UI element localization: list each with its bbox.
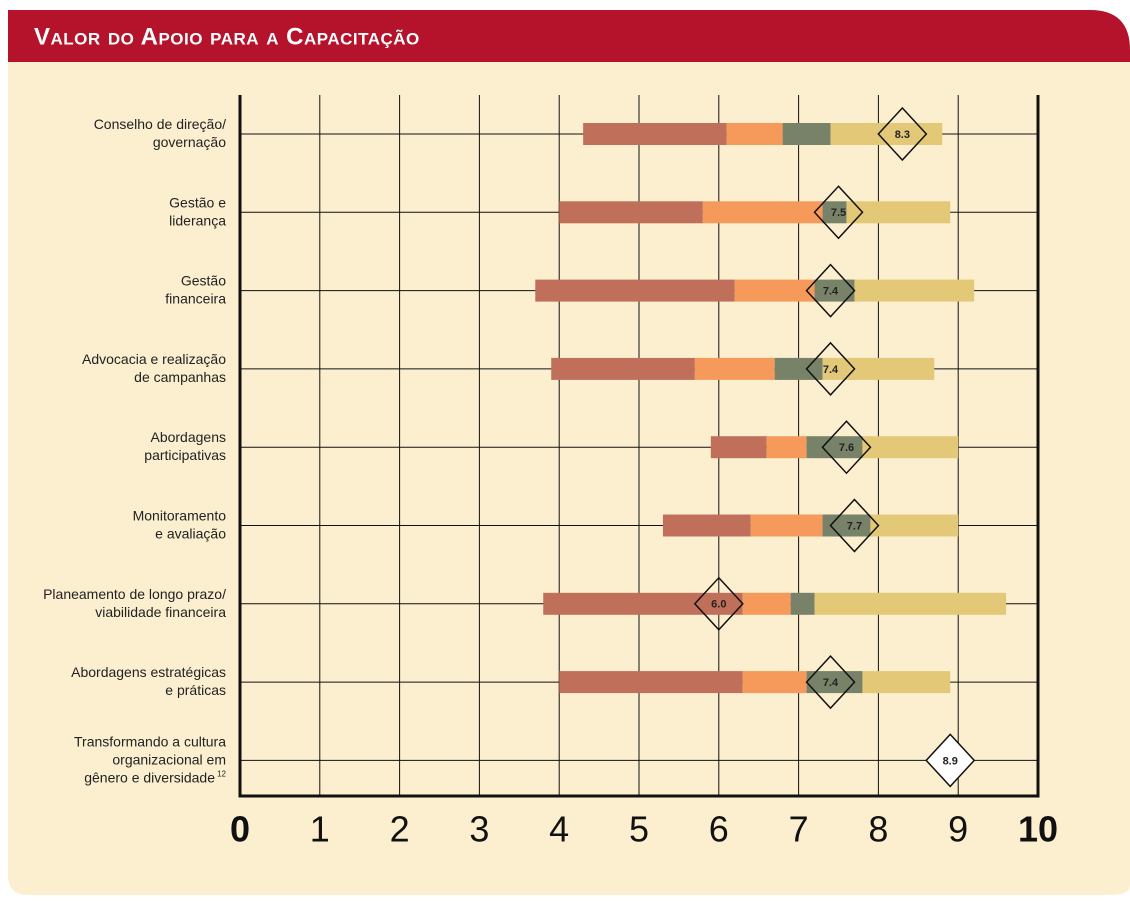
bar-segment [846, 201, 951, 224]
category-label: Transformando a cultura organizacional em… [74, 733, 226, 785]
mean-diamond [805, 263, 856, 318]
mean-label: 7.7 [847, 520, 862, 532]
bar-segment [822, 357, 935, 380]
category-label: Advocacia e realização de campanhas [82, 351, 226, 385]
category-label-line: e práticas [165, 682, 226, 698]
bar-segment [702, 201, 823, 224]
category-label: Abordagens estratégicas e práticas [71, 664, 226, 698]
bar-segment [862, 436, 959, 459]
bar-segment [822, 201, 847, 224]
category-label-line: Abordagens [150, 429, 226, 445]
mean-diamond [877, 106, 928, 162]
mean-label: 6.0 [711, 599, 726, 611]
mean-diamond [829, 498, 880, 553]
category-label: Planeamento de longo prazo/viabilidade f… [43, 586, 226, 620]
bar-segment [750, 514, 823, 537]
category-label-line: Planeamento de longo prazo/ [43, 586, 226, 602]
bar-segment [551, 357, 695, 380]
footnote-ref: 12 [217, 770, 226, 779]
mean-diamond [693, 576, 744, 631]
category-label-line: Monitoramento [133, 507, 227, 523]
bar-segment [814, 279, 855, 302]
mean-diamond [821, 420, 872, 475]
bar-segment [694, 357, 775, 380]
category-label: Monitoramento e avaliação [133, 507, 227, 541]
mean-label: 7.5 [831, 207, 846, 219]
bar-segment [782, 123, 831, 145]
category-label-line: Transformando a cultura [74, 733, 226, 749]
bar-segment [774, 357, 823, 380]
category-label-line: viabilidade financeira [95, 604, 226, 620]
bar-segment [830, 123, 943, 145]
bar-segment [583, 123, 727, 145]
bar-segment [726, 123, 783, 145]
category-label: Gestão e liderança [169, 194, 226, 228]
category-label: Conselho de direção/governação [94, 116, 227, 150]
mean-label: 8.3 [895, 129, 910, 141]
category-label-line: organizacional em [112, 751, 226, 767]
bar-segment [710, 436, 767, 459]
x-tick-label: 10 [1018, 809, 1058, 850]
category-label-line: governação [153, 134, 226, 150]
x-tick-label: 2 [390, 809, 410, 850]
bar-segment [870, 514, 959, 537]
category-label-line: Advocacia e realização [82, 351, 226, 367]
mean-label: 7.4 [823, 364, 839, 376]
x-tick-label: 3 [469, 809, 489, 850]
x-tick-label: 6 [709, 809, 729, 850]
mean-diamond [805, 654, 856, 710]
bar-segment [543, 592, 743, 615]
chart-title: Valor do Apoio para a Capacitação [34, 23, 420, 50]
category-label-line: Abordagens estratégicas [71, 664, 226, 680]
mean-label: 8.9 [943, 755, 958, 767]
mean-diamond [925, 733, 976, 788]
category-label-line: participativas [144, 447, 226, 463]
category-label-line: de campanhas [134, 369, 226, 385]
bar-segment [559, 671, 743, 694]
x-tick-label: 8 [868, 809, 888, 850]
category-label: Abordagens participativas [144, 429, 226, 463]
category-label-line: financeira [165, 290, 226, 306]
bar-segment [662, 514, 751, 537]
mean-label: 7.4 [823, 286, 839, 298]
category-label-line: Conselho de direção/ [94, 116, 226, 132]
x-tick-label: 4 [549, 809, 569, 850]
bar-segment [742, 671, 807, 694]
x-tick-label: 1 [310, 809, 330, 850]
bar-segment [559, 201, 703, 224]
bar-segment [742, 592, 791, 615]
bar-segment [862, 671, 951, 694]
bar-segment [806, 436, 863, 459]
category-label-line: Gestão e [169, 194, 226, 210]
bar-segment [822, 514, 871, 537]
mean-label: 7.4 [823, 677, 839, 689]
bar-segment [814, 592, 1007, 615]
bar-segment [535, 279, 735, 302]
category-label: Gestão financeira [165, 272, 226, 306]
mean-diamond [813, 185, 864, 240]
x-tick-label: 0 [230, 809, 250, 850]
category-label-line: Gestão [181, 272, 226, 288]
bar-segment [790, 592, 815, 615]
bar-segment [854, 279, 975, 302]
header-bar [8, 10, 1130, 62]
category-label-line: gênero e diversidade [84, 769, 215, 785]
category-label-line: liderança [169, 212, 226, 228]
mean-diamond [805, 341, 856, 397]
bar-segment [734, 279, 815, 302]
bar-segment [766, 436, 807, 459]
x-tick-label: 9 [948, 809, 968, 850]
category-label-line: e avaliação [155, 525, 226, 541]
x-tick-label: 7 [789, 809, 809, 850]
x-tick-label: 5 [629, 809, 649, 850]
mean-label: 7.6 [839, 442, 854, 454]
